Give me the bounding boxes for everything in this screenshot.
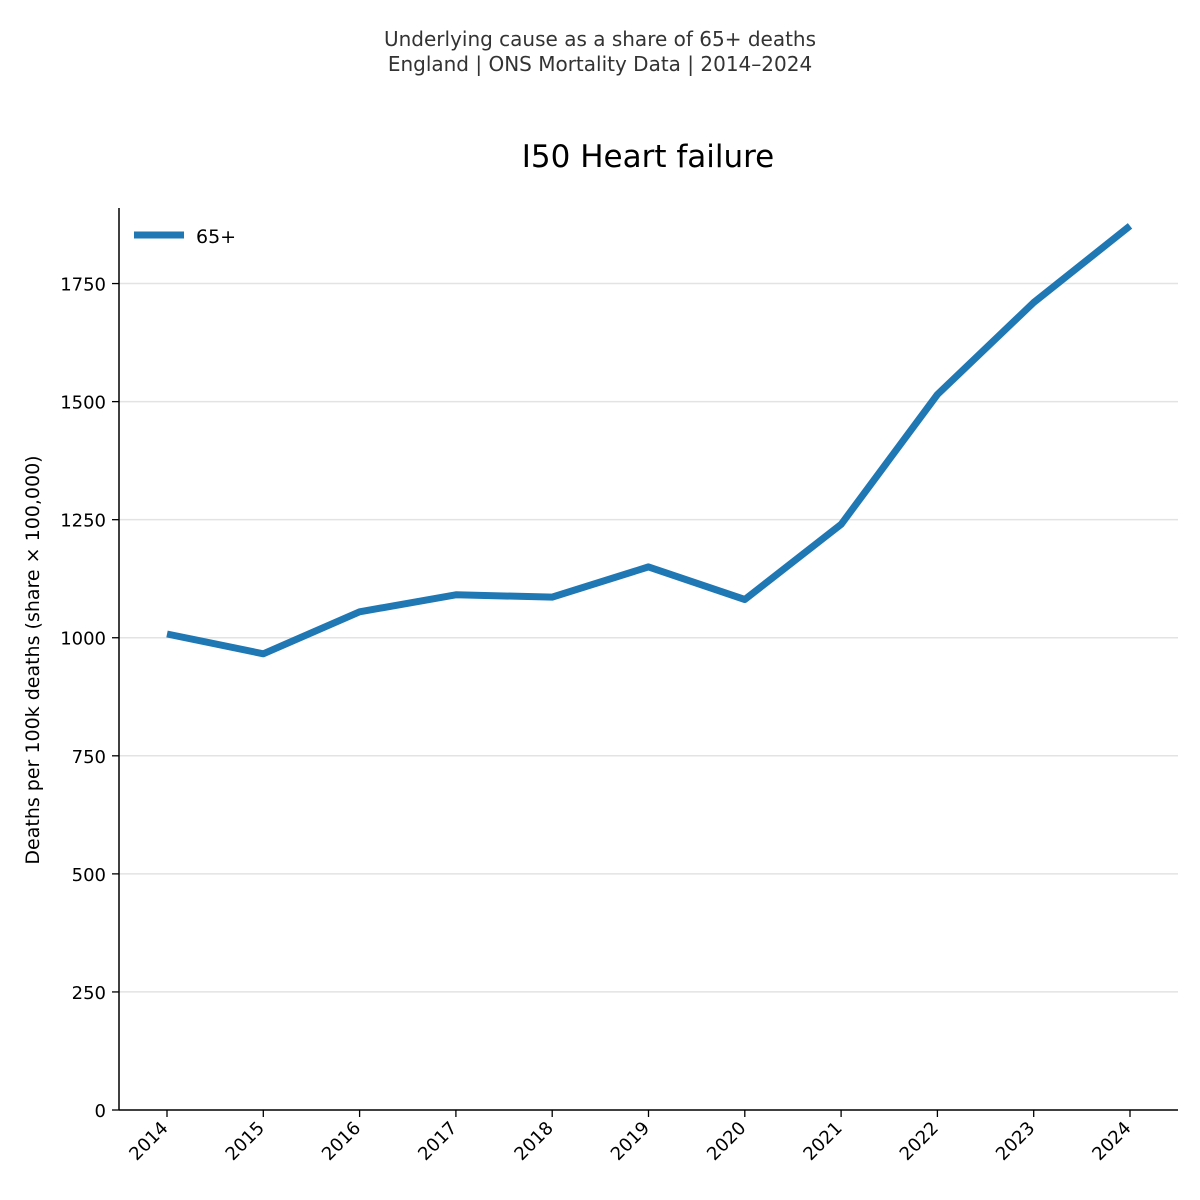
x-tick-label-2021: 2021	[799, 1118, 846, 1165]
x-tick-label-2015: 2015	[222, 1118, 269, 1165]
legend-label-65plus: 65+	[196, 226, 236, 248]
y-gridlines	[119, 282, 1178, 993]
axes	[118, 208, 1178, 1111]
x-tick-label-2016: 2016	[318, 1118, 365, 1165]
x-tick-label-2020: 2020	[703, 1118, 750, 1165]
figure-suptitle-line1: Underlying cause as a share of 65+ death…	[383, 27, 817, 51]
x-axis-ticks: 2014 2015 2016 2017 2018 2019 2020 2021 2022 2023…	[125, 1110, 1136, 1165]
x-tick-label-2019: 2019	[607, 1118, 654, 1165]
y-tick-label-250: 250	[72, 983, 106, 1004]
chart-title: I50 Heart failure	[522, 139, 775, 175]
series-layer	[166, 223, 1133, 658]
y-tick-label-0: 0	[95, 1101, 106, 1122]
y-tick-label-1250: 1250	[60, 511, 106, 532]
x-tick-label-2017: 2017	[414, 1118, 461, 1165]
y-tick-label-1750: 1750	[60, 275, 106, 296]
legend: 65+	[134, 226, 236, 248]
y-tick-label-500: 500	[72, 865, 106, 886]
y-axis-label: Deaths per 100k deaths (share × 100,000)	[22, 455, 44, 864]
y-axis-ticks: 0 250 500 750 1000 1250 1500 1750	[60, 275, 119, 1122]
x-tick-label-2018: 2018	[510, 1118, 557, 1165]
x-tick-label-2024: 2024	[1088, 1118, 1135, 1165]
series-line-65plus	[166, 223, 1133, 658]
y-tick-label-750: 750	[72, 747, 106, 768]
x-tick-label-2014: 2014	[125, 1118, 172, 1165]
figure-suptitle-line2: England | ONS Mortality Data | 2014–2024	[387, 52, 813, 76]
x-tick-label-2022: 2022	[896, 1118, 943, 1165]
y-tick-label-1000: 1000	[60, 629, 106, 650]
x-tick-label-2023: 2023	[992, 1118, 1039, 1165]
y-tick-label-1500: 1500	[60, 393, 106, 414]
